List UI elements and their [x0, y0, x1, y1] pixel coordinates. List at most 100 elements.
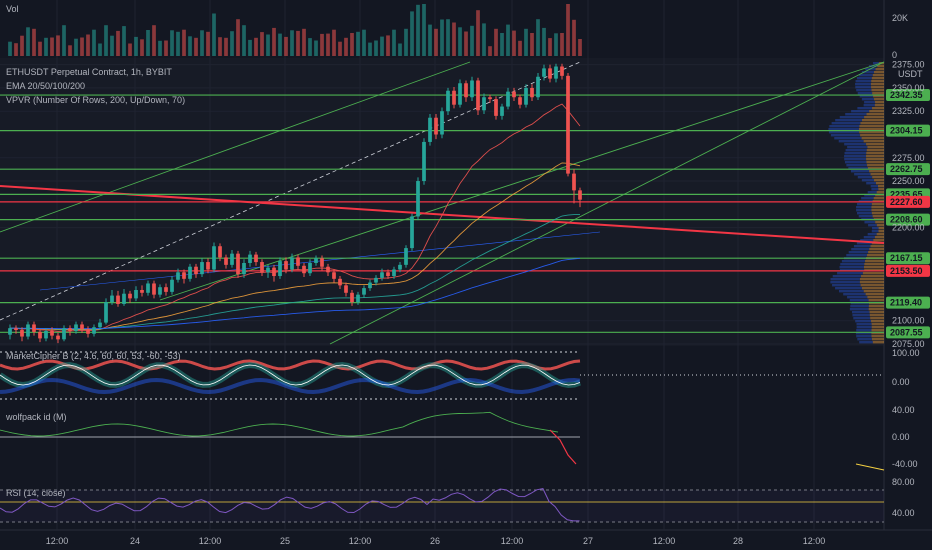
candle-body-68: [416, 181, 420, 217]
vpvr-up-row: [845, 113, 867, 116]
vpvr-up-row: [856, 212, 872, 215]
ema-20-line: [9, 103, 581, 332]
volume-bar-12: [80, 37, 84, 56]
volume-bar-17: [110, 35, 114, 56]
vpvr-down-row: [865, 260, 884, 263]
wolfpack-pane: [0, 404, 884, 472]
candle-body-36: [224, 257, 228, 265]
candle-body-23: [146, 283, 150, 293]
ema-200-line: [10, 257, 581, 330]
mcb-blue-wave: [0, 377, 581, 395]
marketcipher-label: MarketCipher B (2, 4.6, 60, 60, 53, -60,…: [6, 351, 181, 361]
trend-channel-upper: [0, 61, 471, 233]
vpvr-down-row: [872, 341, 884, 344]
rsi-tick-80: 80.00: [892, 477, 915, 487]
vpvr-up-row: [856, 242, 872, 245]
volume-bar-56: [344, 37, 348, 56]
wolf-yellow-line: [855, 463, 885, 471]
volume-bar-34: [212, 13, 216, 56]
vpvr-down-row: [876, 233, 884, 236]
vpvr-down-row: [871, 77, 884, 80]
price-tick-6: 2100.00: [892, 316, 925, 326]
vpvr-down-row: [860, 284, 884, 287]
level-tag-4: [886, 195, 930, 208]
volume-bar-89: [542, 27, 546, 56]
vpvr-down-row: [864, 116, 884, 119]
candle-body-60: [368, 282, 372, 289]
vpvr-up-row: [858, 215, 873, 218]
candles: [8, 63, 582, 344]
volume-bar-30: [188, 36, 192, 56]
volume-bar-70: [428, 24, 432, 56]
volume-bar-79: [482, 23, 486, 56]
candle-body-84: [512, 91, 516, 98]
volume-bar-0: [8, 41, 12, 56]
vpvr-down-row: [862, 119, 884, 122]
vpvr-down-row: [874, 104, 884, 107]
time-tick-3: 25: [280, 536, 290, 546]
candle-body-79: [482, 97, 486, 111]
vpvr-up-row: [861, 197, 874, 200]
candle-body-30: [188, 266, 192, 279]
rsi-tick-40: 40.00: [892, 508, 915, 518]
candle-body-71: [434, 117, 438, 135]
candle-body-46: [284, 261, 288, 270]
vpvr-down-row: [870, 173, 884, 176]
vpvr-up-row: [841, 260, 866, 263]
volume-bar-26: [164, 40, 168, 56]
vpvr-down-row: [876, 191, 884, 194]
trend-channel-base: [329, 61, 885, 345]
vpvr-up-row: [830, 134, 861, 137]
candle-body-45: [278, 261, 282, 277]
vpvr-up-row: [864, 194, 876, 197]
vpvr-down-row: [867, 254, 884, 257]
vpvr-up-row: [856, 206, 872, 209]
vpvr-down-row: [871, 86, 884, 89]
level-tag-label-4: 2227.60: [890, 197, 923, 207]
vpvr-up-row: [871, 188, 879, 191]
vpvr-up-row: [861, 179, 875, 182]
volume-bar-4: [32, 28, 36, 56]
vpvr-profile: [828, 62, 884, 344]
vpvr-down-row: [872, 176, 884, 179]
volume-bar-24: [152, 25, 156, 56]
wolfpack-label: wolfpack id (M): [5, 412, 67, 422]
vpvr-down-row: [868, 305, 884, 308]
vpvr-down-row: [873, 197, 884, 200]
candle-body-54: [332, 272, 336, 279]
candle-body-8: [56, 335, 60, 340]
volume-bar-22: [140, 39, 144, 56]
volume-bar-19: [122, 26, 126, 56]
vpvr-up-row: [857, 176, 873, 179]
vpvr-up-row: [856, 77, 872, 80]
candle-body-77: [470, 80, 474, 98]
candle-body-64: [392, 269, 396, 277]
candle-body-92: [560, 66, 564, 76]
volume-bar-53: [326, 33, 330, 56]
vpvr-down-row: [871, 326, 884, 329]
vpvr-down-row: [868, 251, 884, 254]
candle-body-1: [14, 328, 18, 331]
grid-lines: [56, 0, 815, 530]
candle-body-28: [176, 272, 180, 280]
volume-bar-74: [452, 22, 456, 56]
volume-bar-84: [512, 30, 516, 56]
candle-body-18: [116, 295, 120, 304]
volume-bar-38: [236, 19, 240, 56]
candle-body-9: [62, 328, 66, 340]
candle-body-12: [80, 324, 84, 330]
vpvr-up-row: [844, 152, 867, 155]
candle-body-91: [554, 66, 558, 79]
candle-body-87: [530, 87, 534, 98]
vpvr-up-row: [867, 191, 877, 194]
level-tag-6: [886, 252, 930, 265]
candle-body-95: [578, 190, 582, 200]
candle-body-17: [110, 295, 114, 303]
vpvr-down-row: [869, 170, 884, 173]
candle-body-70: [428, 117, 432, 142]
vpvr-down-row: [874, 179, 884, 182]
candle-body-47: [290, 257, 294, 270]
volume-bar-81: [494, 28, 498, 56]
